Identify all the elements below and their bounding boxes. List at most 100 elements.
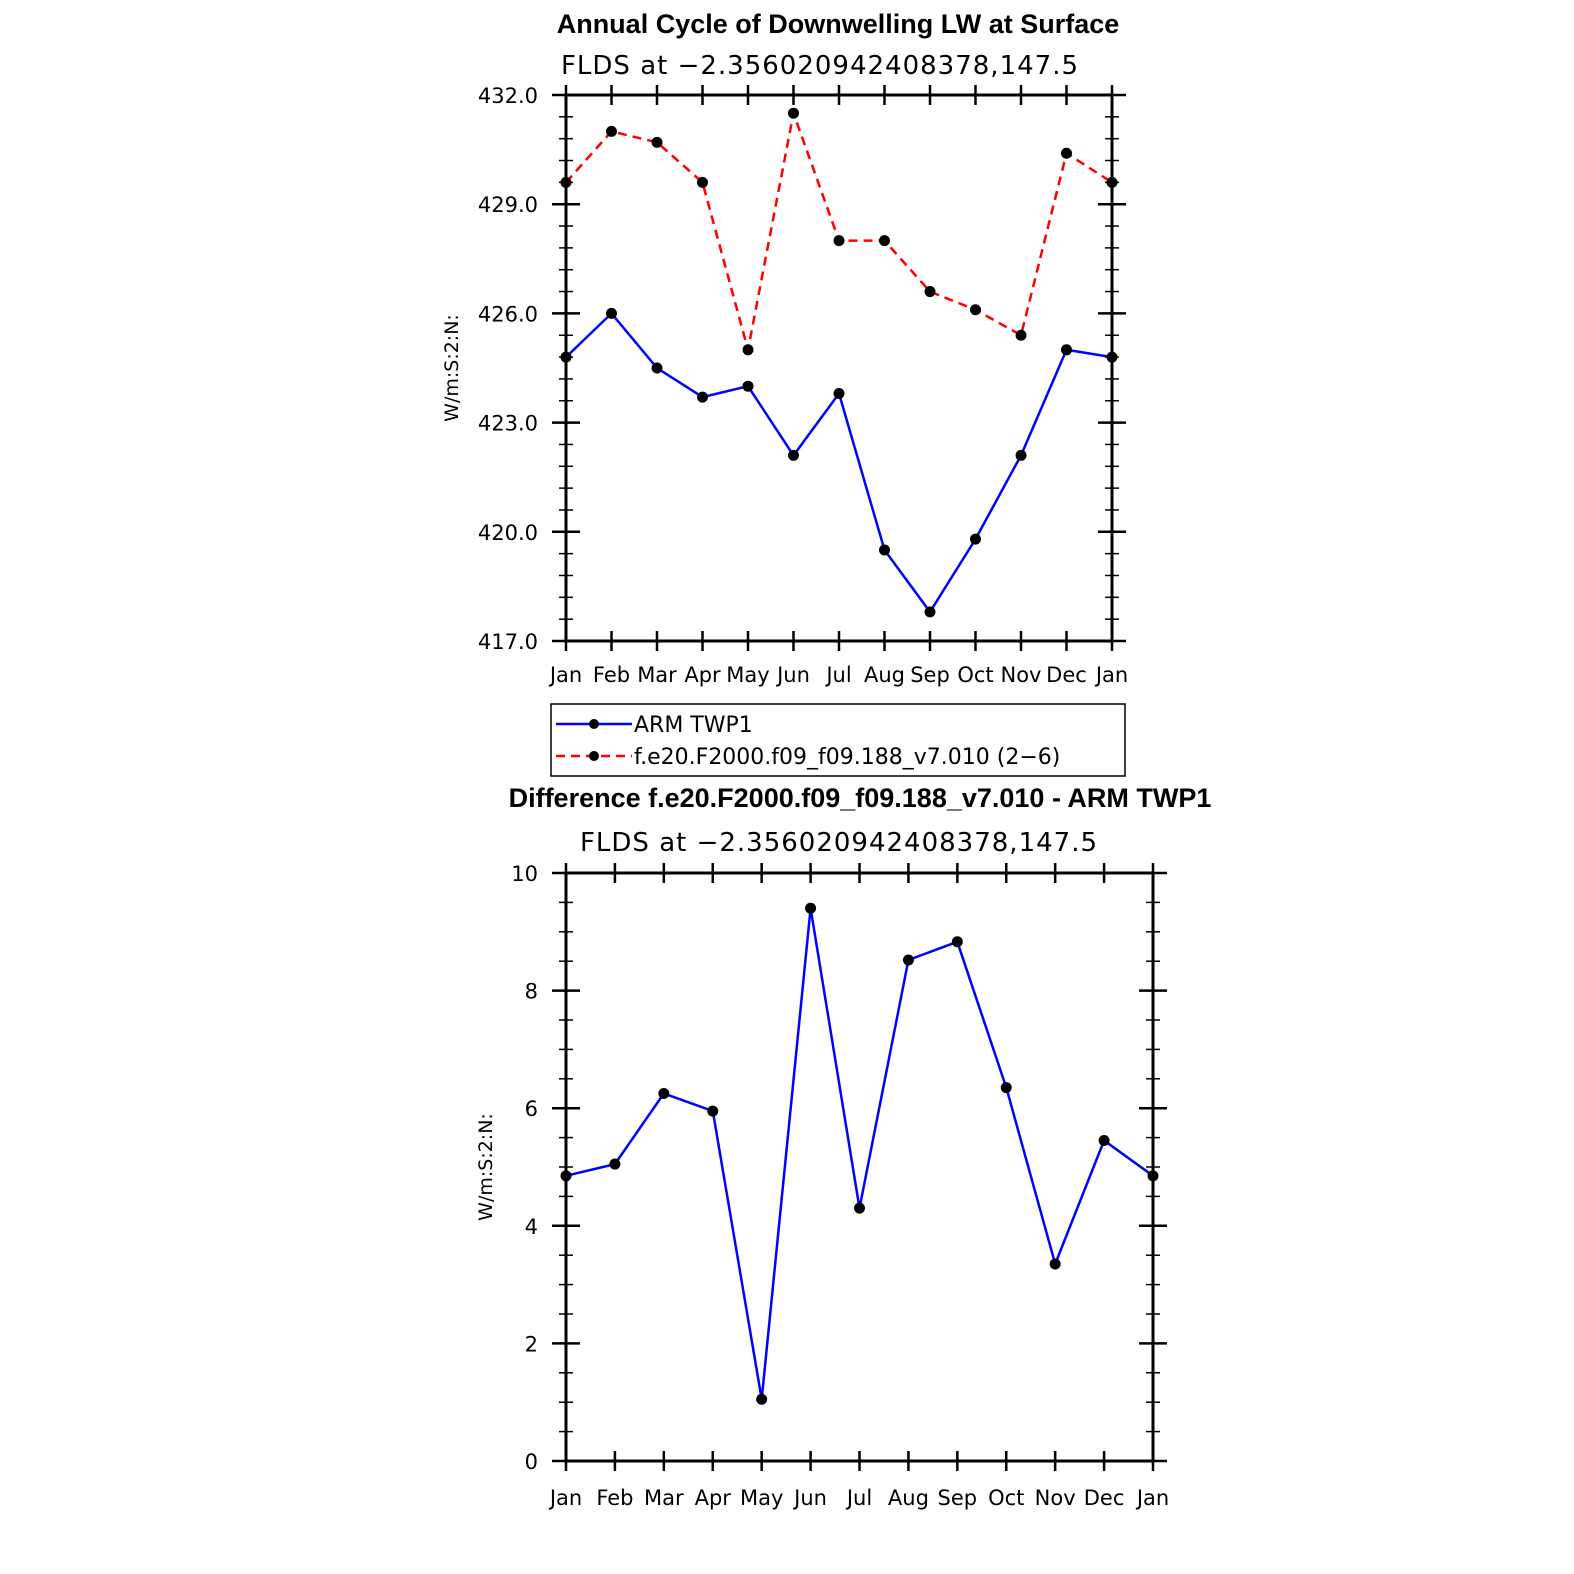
x-tick-label: Aug [864,663,905,687]
data-point [606,307,617,319]
x-tick-label: Jan [1135,1486,1169,1510]
axes: Jan Feb Mar Apr May Jun Jul Aug Sep Oct Nov Dec Jan 4… [478,84,1128,687]
data-point [1061,147,1072,159]
y-tick-label: 417.0 [478,630,538,654]
legend-marker-model [589,751,599,761]
chart-title: Annual Cycle of Downwelling LW at Surfac… [557,9,1120,39]
data-point [1015,449,1027,461]
x-tick-label: Sep [938,1486,978,1510]
data-point [1098,1135,1110,1147]
difference-chart: Difference f.e20.F2000.f09_f09.188_v7.01… [475,783,1211,1510]
data-point [879,235,890,247]
data-point [756,1393,768,1405]
data-point [970,304,981,316]
y-tick-label: 423.0 [478,412,538,436]
x-tick-label: Nov [1035,1486,1076,1510]
legend-marker-arm [589,719,599,729]
legend-label-model: f.e20.F2000.f09_f09.188_v7.010 (2−6) [634,745,1060,770]
y-tick-label: 6 [525,1097,538,1121]
data-point [609,1158,621,1170]
data-point [1015,329,1027,341]
data-point [854,1202,865,1214]
legend-box [550,703,1126,777]
chart-title: Difference f.e20.F2000.f09_f09.188_v7.01… [509,783,1212,813]
data-point [879,544,890,556]
plot-frame [564,871,1155,1463]
series-line [565,908,1154,1400]
x-tick-label: Jul [845,1486,872,1510]
data-point [1000,1082,1012,1094]
series-markers [560,107,1118,618]
x-tick-label: Jun [792,1486,827,1510]
data-point [651,136,663,148]
data-point [924,606,936,618]
data-point [697,391,708,403]
x-tick-label: Jul [824,663,851,687]
data-point [833,387,845,399]
y-axis-label: W/m:S:2:N: [475,1113,497,1221]
data-point [1147,1170,1159,1182]
x-tick-label: Apr [695,1486,732,1510]
x-tick-label: May [726,663,769,687]
x-tick-label: Sep [910,663,950,687]
data-point [951,936,963,948]
data-point [1106,351,1118,363]
x-tick-label: Mar [637,663,677,687]
y-tick-label: 10 [511,862,538,886]
chart-subtitle: FLDS at −2.356020942408378,147.5 [561,51,1079,81]
series-line [565,311,1113,615]
y-tick-label: 8 [525,980,538,1004]
data-point [742,344,754,356]
data-point [658,1088,670,1099]
series-line [565,108,1113,351]
data-point [788,107,799,119]
data-point [788,449,799,461]
x-tick-label: Feb [593,663,630,687]
x-tick-label: Jan [548,663,582,687]
data-point [651,362,663,374]
x-tick-label: Jan [548,1486,582,1510]
data-point [606,125,617,137]
data-point [560,351,572,363]
data-point [970,533,981,545]
y-tick-label: 429.0 [478,193,538,217]
x-tick-label: Nov [1001,663,1042,687]
y-tick-label: 2 [525,1332,538,1356]
x-tick-label: Apr [684,663,721,687]
y-tick-label: 0 [525,1450,538,1474]
series-lines [565,108,1113,615]
x-tick-label: Oct [988,1486,1024,1510]
series-lines [565,908,1154,1400]
axes: Jan Feb Mar Apr May Jun Jul Aug Sep Oct Nov Dec Jan 0… [511,862,1169,1510]
data-point [1106,176,1118,188]
x-tick-label: Jun [775,663,810,687]
x-tick-label: Aug [888,1486,929,1510]
x-tick-label: Jan [1094,663,1128,687]
y-tick-label: 426.0 [478,302,538,326]
data-point [707,1105,719,1117]
legend: ARM TWP1 f.e20.F2000.f09_f09.188_v7.010 … [550,703,1126,777]
data-point [560,176,572,188]
data-point [560,1170,572,1182]
x-tick-label: Dec [1046,663,1087,687]
data-point [902,954,914,966]
data-point [742,380,754,392]
annual-cycle-chart: Annual Cycle of Downwelling LW at Surfac… [441,9,1128,777]
x-tick-label: Mar [644,1486,684,1510]
y-tick-label: 432.0 [478,84,538,108]
chart-subtitle: FLDS at −2.356020942408378,147.5 [580,828,1098,858]
data-point [697,176,708,188]
x-tick-label: Feb [596,1486,633,1510]
series-markers [560,902,1159,1405]
legend-label-arm: ARM TWP1 [634,713,753,738]
plot-frame [564,93,1114,643]
x-tick-label: Dec [1084,1486,1125,1510]
y-tick-label: 420.0 [478,521,538,545]
x-tick-label: Oct [957,663,993,687]
x-tick-label: May [740,1486,783,1510]
data-point [833,235,845,247]
data-point [1061,344,1072,356]
data-point [805,902,817,914]
y-axis-label: W/m:S:2:N: [441,314,463,422]
